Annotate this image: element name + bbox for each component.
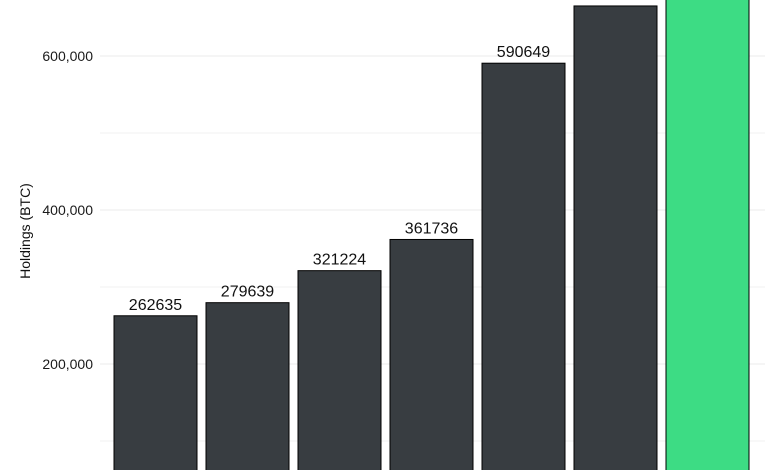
bar-value-label: 262635 xyxy=(129,297,182,314)
bar xyxy=(389,238,474,470)
bar-value-label: 361736 xyxy=(405,220,458,237)
bar-value-label: 321224 xyxy=(313,252,366,269)
data-labels: 262635 279639 321224 361736 590649 xyxy=(129,44,550,314)
bar xyxy=(205,302,290,470)
y-axis-title: Holdings (BTC) xyxy=(17,183,33,279)
y-tick-label: 400,000 xyxy=(42,202,93,218)
bar xyxy=(113,315,198,470)
bar xyxy=(665,0,750,470)
bar xyxy=(573,5,658,470)
y-axis: 200,000 400,000 600,000 xyxy=(42,48,93,372)
y-tick-label: 600,000 xyxy=(42,48,93,64)
bar xyxy=(481,62,566,470)
bars xyxy=(113,0,750,470)
bar xyxy=(297,270,382,470)
bar-value-label: 279639 xyxy=(221,284,274,301)
bar-value-label: 590649 xyxy=(497,44,550,61)
y-tick-label: 200,000 xyxy=(42,356,93,372)
